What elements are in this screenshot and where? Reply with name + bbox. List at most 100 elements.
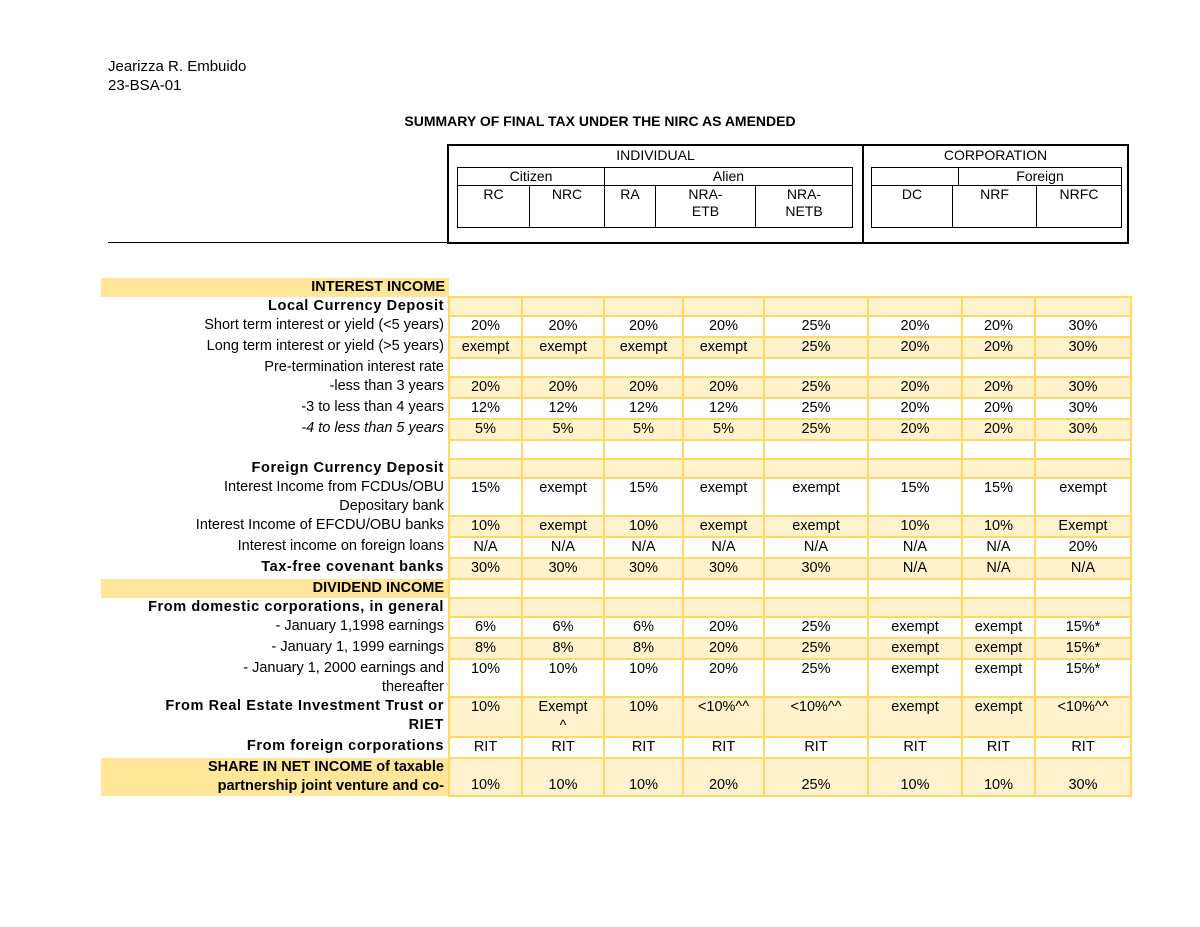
rate-cell: 25% [763,418,869,441]
table-row: Long term interest or yield (>5 years) e… [101,336,1132,359]
rate-cell [682,439,765,460]
rate-cell: 20% [521,315,605,338]
rate-cell: RIT [961,736,1036,759]
header-rule [108,242,448,243]
row-label: Interest Income from FCDUs/OBU Depositar… [224,479,444,514]
rate-cell: 20% [867,315,963,338]
domestic-blank-header [871,167,959,186]
rate-cell: 15% [867,477,963,517]
alien-header: Alien [604,167,853,186]
rate-cell: 20% [448,315,523,338]
table-row [101,439,1132,460]
rate-cell: 30% [1034,757,1132,797]
rate-cell: 12% [682,397,765,420]
corporation-label: CORPORATION [943,147,1048,163]
rate-cell: 15%* [1034,637,1132,660]
rate-cell: 20% [867,397,963,420]
rate-cell: 6% [448,616,523,639]
rate-cell [603,578,684,599]
col-header-nrc: NRC [529,185,605,228]
table-row: Pre-termination interest rate [101,357,1132,378]
rate-cell: 30% [603,557,684,580]
citizen-header: Citizen [457,167,605,186]
row-label: - January 1,1998 earnings [275,618,444,634]
rate-cell: N/A [448,536,523,559]
table-row: From foreign corporations RIT RIT RIT RIT RI… [101,736,1132,759]
rate-cell: N/A [521,536,605,559]
rate-cell: 10% [961,515,1036,538]
rate-cell [448,597,523,618]
rate-cell: RIT [682,736,765,759]
row-label: Long term interest or yield (>5 years) [206,338,444,354]
rate-cell: 20% [867,336,963,359]
rate-cell [448,439,523,460]
rate-cell: 20% [867,376,963,399]
rate-cell: N/A [763,536,869,559]
row-label: - January 1, 1999 earnings [271,639,445,655]
rate-cell: 30% [1034,336,1132,359]
rate-cell: 20% [961,376,1036,399]
rate-cell: 8% [448,637,523,660]
rate-cell: 20% [961,336,1036,359]
table-row: Interest Income from FCDUs/OBU Depositar… [101,477,1132,517]
rate-cell: exempt [1034,477,1132,517]
rate-cell [763,296,869,317]
table-row: From Real Estate Investment Trust or RIE… [101,696,1132,738]
rate-cell: 10% [448,658,523,698]
row-label: From foreign corporations [246,738,444,754]
rate-cell: <10%^^ [1034,696,1132,738]
rate-cell: 15% [603,477,684,517]
rate-cell [1034,578,1132,599]
rate-cell: 15% [448,477,523,517]
rate-cell: 20% [682,616,765,639]
rate-cell: 30% [1034,376,1132,399]
row-label: DIVIDEND INCOME [101,579,449,598]
table-row: - January 1, 1999 earnings 8% 8% 8% 20% 25% ex… [101,637,1132,660]
rate-cell: exempt [448,336,523,359]
rate-cell: exempt [521,336,605,359]
rate-cell: 5% [521,418,605,441]
rate-cell: 10% [448,757,523,797]
rate-cell: 20% [682,637,765,660]
rate-cell: 20% [603,315,684,338]
foreign-header: Foreign [958,167,1122,186]
rate-cell: 5% [603,418,684,441]
col-header-rc: RC [457,185,530,228]
table-row: Short term interest or yield (<5 years) 2… [101,315,1132,338]
rate-cell [867,439,963,460]
row-label: Foreign Currency Deposit [251,460,444,476]
row-label: -less than 3 years [329,378,444,394]
rate-cell: exempt [521,477,605,517]
rate-cell: exempt [961,637,1036,660]
rate-cell: RIT [448,736,523,759]
rate-cell: 25% [763,397,869,420]
rate-cell: 20% [448,376,523,399]
rate-cell [1034,458,1132,479]
rate-cell [961,458,1036,479]
rate-cell: 30% [521,557,605,580]
rate-cell: N/A [961,536,1036,559]
rate-cell: 25% [763,315,869,338]
rate-cell: exempt [961,696,1036,738]
rate-cell: 15%* [1034,658,1132,698]
rate-cell: 30% [763,557,869,580]
rate-cell: N/A [961,557,1036,580]
rate-cell: exempt [867,658,963,698]
rate-cell: 10% [521,658,605,698]
table-row: -less than 3 years 20% 20% 20% 20% 25% 20% 20% 3… [101,376,1132,399]
rate-cell: 5% [448,418,523,441]
rate-cell: exempt [763,477,869,517]
table-row: Interest income on foreign loans N/A N/A N/… [101,536,1132,559]
rate-cell: 30% [448,557,523,580]
rate-cell: 10% [603,658,684,698]
rate-cell: 5% [682,418,765,441]
rate-cell: <10%^^ [763,696,869,738]
rate-cell: RIT [603,736,684,759]
rate-cell: Exempt ^ [521,696,605,738]
rate-cell [763,357,869,378]
rate-cell: 15%* [1034,616,1132,639]
rate-cell: 10% [867,515,963,538]
rate-cell [1034,357,1132,378]
table-row: SHARE IN NET INCOME of taxable partnersh… [101,757,1132,797]
rate-cell [603,597,684,618]
